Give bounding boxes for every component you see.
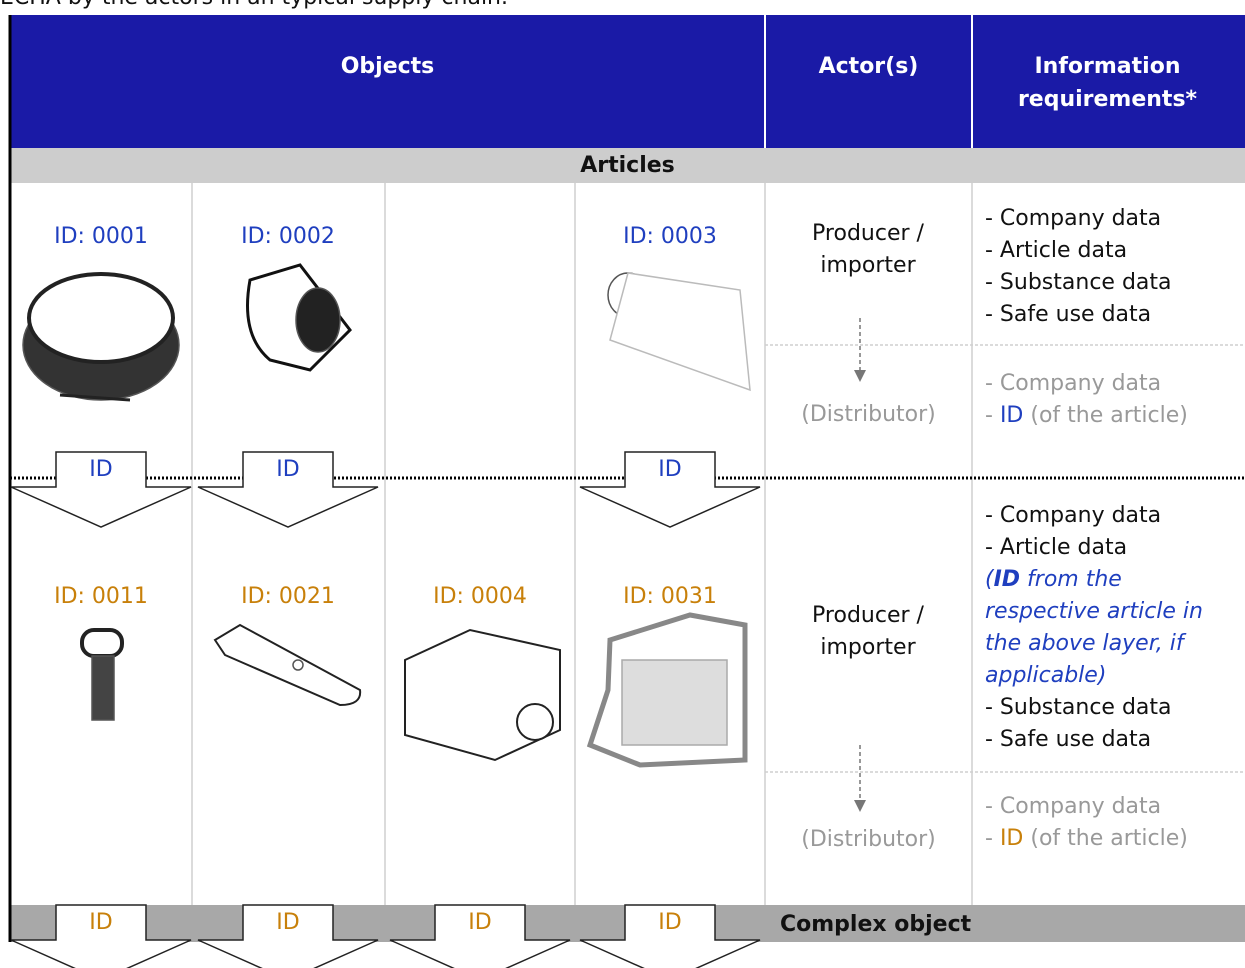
sharpener-image	[404, 628, 561, 762]
illustrations	[22, 263, 751, 768]
section-title: Complex object	[780, 912, 972, 937]
flow-arrows	[854, 318, 866, 812]
info-part: ID	[993, 567, 1021, 592]
info-item: - Safe use data	[985, 302, 1152, 327]
info-item: - Safe use data	[985, 727, 1152, 752]
info-list: - Company data - Article data (ID from the…	[985, 500, 1240, 756]
section-title: Articles	[580, 153, 675, 178]
info-list: - Company data - ID (of the article)	[985, 791, 1240, 855]
tape-image	[246, 263, 352, 372]
info-item: - Article data	[985, 238, 1128, 263]
info-list: - Company data - Article data - Substance …	[985, 203, 1240, 331]
arrow-label: ID	[658, 457, 682, 482]
intro-text: ECHA by the actors in an typical supply …	[0, 0, 508, 14]
arrow-label: ID	[658, 910, 682, 935]
arrow-shape	[579, 451, 761, 528]
arrow-shape	[579, 904, 761, 968]
arrow-label: ID	[276, 457, 300, 482]
object-id: ID: 0031	[623, 584, 717, 609]
info-item: - ID (of the article)	[985, 823, 1240, 855]
actor: (Distributor)	[801, 402, 936, 427]
info-part: ID	[999, 826, 1024, 851]
arrow-shape	[389, 904, 571, 968]
roll-image	[607, 272, 751, 392]
section-bar	[10, 148, 1245, 183]
info-part: (of the article)	[1023, 826, 1188, 851]
info-item: - Substance data	[985, 270, 1172, 295]
arrow-label: ID	[276, 910, 300, 935]
object-id: ID: 0021	[241, 584, 335, 609]
object-id: ID: 0011	[54, 584, 148, 609]
info-part: -	[985, 403, 1000, 428]
actor: Producer / importer	[812, 221, 924, 278]
header-cell: Objects	[340, 54, 435, 79]
info-item: - Article data	[985, 535, 1128, 560]
object-id: ID: 0003	[623, 224, 717, 249]
info-item: - Substance data	[985, 695, 1172, 720]
info-part: -	[985, 826, 1000, 851]
info-item: - Company data	[985, 206, 1162, 231]
arrow-label: ID	[468, 910, 492, 935]
info-item: - ID (of the article)	[985, 400, 1240, 432]
object-id: ID: 0002	[241, 224, 335, 249]
coil-image	[22, 272, 180, 402]
object-id: ID: 0001	[54, 224, 148, 249]
screw-image	[80, 628, 124, 721]
grid	[191, 183, 1245, 905]
info-item: - Company data	[985, 794, 1162, 819]
arrow-shape	[10, 451, 192, 528]
sachet-image	[586, 612, 748, 768]
arrow-label: ID	[89, 457, 113, 482]
arrow-label: ID	[89, 910, 113, 935]
info-item: (ID from the respective article in the a…	[985, 564, 1240, 692]
arrow-shape	[10, 904, 192, 968]
header-cell: Information requirements*	[1017, 54, 1198, 112]
header-bg	[10, 15, 1245, 148]
info-part: from the respective article in the above…	[985, 567, 1203, 688]
info-item: - Company data	[985, 371, 1162, 396]
blade-image	[213, 623, 362, 707]
actor: (Distributor)	[801, 827, 936, 852]
info-item: - Company data	[985, 503, 1162, 528]
info-part: ID	[999, 403, 1024, 428]
info-list: - Company data - ID (of the article)	[985, 368, 1240, 432]
header-cell: Actor(s)	[818, 54, 919, 79]
info-part: (of the article)	[1023, 403, 1188, 428]
info-part: (	[985, 567, 994, 592]
arrow-shape	[197, 451, 379, 528]
actor: Producer / importer	[812, 603, 924, 660]
arrows	[10, 451, 761, 968]
object-id: ID: 0004	[433, 584, 527, 609]
arrow-shape	[197, 904, 379, 968]
